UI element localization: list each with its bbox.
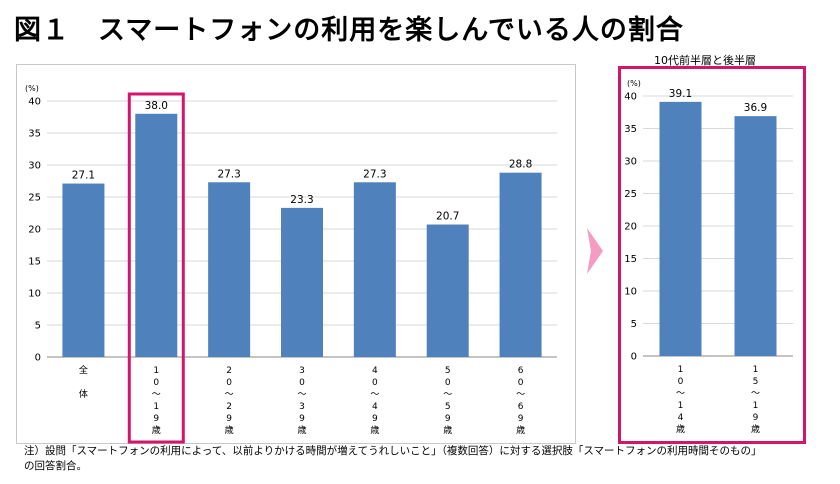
category-label: 9 [445,414,451,424]
highlight-box [127,92,185,444]
category-label: 5 [445,366,451,376]
category-label: 0 [678,377,684,387]
category-label: ～ [751,389,760,399]
category-label: 歳 [152,424,161,436]
category-label: 1 [753,401,759,411]
teen-chart-panel: (%) 0 5 10 15 20 25 30 35 40 39.1 1 0 ～ 1 4 歳 36.9 1 5 ～ 1 9 歳 [618,66,806,444]
bar [499,172,542,357]
data-label: 20.7 [436,211,459,223]
y-tick-label: 15 [28,257,41,268]
y-tick-label: 10 [624,287,637,298]
y-axis-unit-label: (%) [25,84,39,93]
footnote-line: の回答割合。 [24,460,87,472]
category-label: 1 [678,365,684,375]
y-tick-label: 30 [28,161,41,172]
category-label: 歳 [443,424,452,436]
category-label: ～ [443,390,452,400]
bar [659,101,702,356]
category-label: 9 [153,414,159,424]
main-bar-chart: (%)051015202530354027.1全体38.010～19歳27.32… [25,84,557,444]
y-tick-label: 0 [35,353,41,364]
category-label: 9 [372,414,378,424]
category-label: 4 [372,366,378,376]
category-label: 9 [226,414,232,424]
category-label: 0 [518,378,524,388]
category-label: 2 [226,366,232,376]
category-label: 歳 [225,424,234,436]
bar [135,113,178,357]
bar [353,182,396,357]
y-tick-label: 35 [624,124,637,135]
data-label: 38.0 [145,100,168,112]
y-tick-label: 5 [35,321,41,332]
category-label: 5 [753,377,759,387]
category-label: 2 [226,402,232,412]
footnote-line: 注）設問「スマートフォンの利用によって、以前よりかける時間が増えてうれしいこと」… [24,445,762,457]
category-label: 5 [445,402,451,412]
category-label: 6 [518,402,524,412]
category-label: 9 [753,413,759,423]
bar [208,182,251,357]
category-label: 1 [153,402,159,412]
category-label: ～ [370,390,379,400]
category-label: 0 [226,378,232,388]
category-label: 9 [299,414,305,424]
y-tick-label: 40 [624,92,637,103]
bar [426,224,469,357]
category-label: 体 [79,388,88,400]
category-label: 0 [445,378,451,388]
category-label: 0 [153,378,159,388]
data-label: 27.1 [72,170,95,182]
subgroup-chart-title: 10代前半層と後半層 [654,54,756,67]
y-axis-unit-label: (%) [627,79,641,88]
data-label: 39.1 [669,88,692,100]
category-label: ～ [297,390,306,400]
category-label: 歳 [751,423,760,435]
y-tick-label: 35 [28,129,41,140]
category-label: 全 [79,364,88,376]
y-tick-label: 10 [28,289,41,300]
y-tick-label: 5 [631,319,637,330]
data-label: 27.3 [363,168,386,180]
category-label: 3 [299,402,305,412]
bar [62,183,105,357]
data-label: 36.9 [744,102,767,114]
category-label: 1 [753,365,759,375]
category-label: 6 [518,366,524,376]
category-label: 歳 [516,424,525,436]
data-label: 27.3 [217,168,240,180]
category-label: ～ [516,390,525,400]
category-label: ～ [152,390,161,400]
category-label: 歳 [676,423,685,435]
y-tick-label: 40 [28,97,41,108]
y-tick-label: 25 [28,193,41,204]
y-tick-label: 20 [28,225,41,236]
category-label: 3 [299,366,305,376]
category-label: 9 [518,414,524,424]
y-tick-label: 25 [624,189,637,200]
y-tick-label: 20 [624,222,637,233]
category-label: 0 [299,378,305,388]
y-tick-label: 30 [624,157,637,168]
arrow-right-icon [587,228,603,274]
bar [281,207,323,357]
y-tick-label: 0 [631,352,637,363]
category-label: 1 [153,366,159,376]
page-title: 図１ スマートフォンの利用を楽しんでいる人の割合 [14,15,684,46]
y-tick-label: 15 [624,254,637,265]
category-label: ～ [676,389,685,399]
category-label: 1 [678,401,684,411]
main-chart-panel: (%) 0 5 10 15 20 25 30 35 40 27.1 全体 38.0 1 0 ～ 1 9 歳 27.3 2… [16,64,576,444]
category-label: 4 [372,402,378,412]
data-label: 28.8 [509,159,532,171]
category-label: 歳 [370,424,379,436]
category-label: 歳 [297,424,306,436]
category-label: 0 [372,378,378,388]
bar [734,116,777,357]
category-label: 4 [678,413,684,423]
category-label: ～ [225,390,234,400]
data-label: 23.3 [290,194,313,206]
footnote: 注）設問「スマートフォンの利用によって、以前よりかける時間が増えてうれしいこと」… [24,444,824,474]
